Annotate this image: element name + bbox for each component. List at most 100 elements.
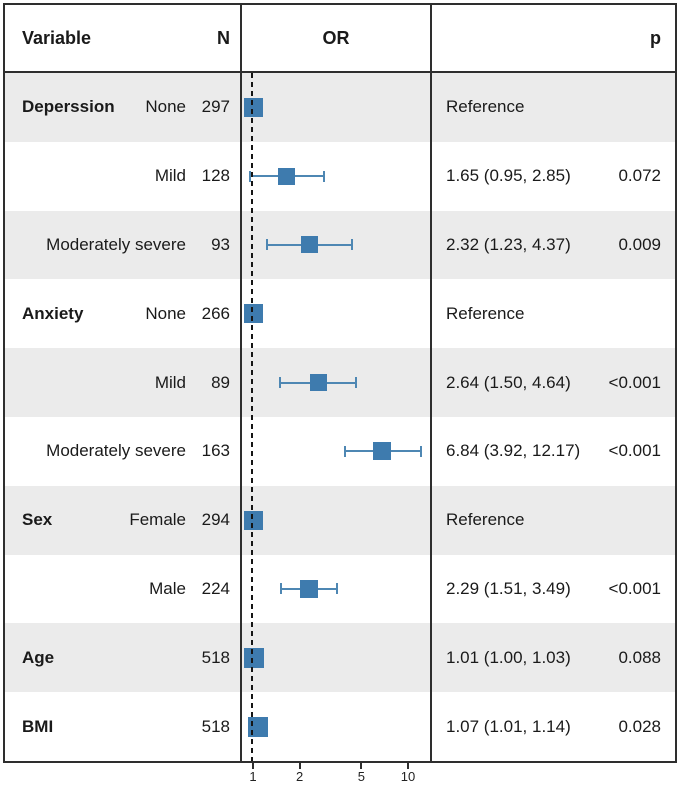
or-plot-cell (242, 348, 432, 417)
row-n-value: 163 (201, 441, 230, 461)
table-row: Mild 128 1.65 (0.95, 2.85) 0.072 (5, 141, 675, 211)
or-ci-label: 2.32 (1.23, 4.37) (446, 234, 571, 254)
or-ci-label: 1.01 (1.00, 1.03) (446, 647, 571, 667)
ci-cap-right (322, 170, 325, 182)
or-ci-label: Reference (446, 97, 525, 117)
or-plot-cell (242, 73, 432, 142)
estimate-cell: 2.64 (1.50, 4.64) <0.001 (432, 348, 675, 417)
row-label-cell: Moderately severe 93 (5, 210, 242, 280)
or-ci-label: 1.65 (0.95, 2.85) (446, 166, 571, 186)
header-cell-p: p (432, 5, 675, 71)
column-header-or: OR (322, 27, 350, 48)
row-n-value: 297 (201, 97, 230, 117)
or-box (309, 374, 327, 392)
estimate-cell: 6.84 (3.92, 12.17) <0.001 (432, 417, 675, 486)
row-n-value: 294 (201, 510, 230, 530)
or-plot-cell (242, 554, 432, 624)
ci-cap-right (420, 445, 423, 457)
or-box (243, 510, 263, 530)
row-category-label: Male (149, 578, 186, 598)
or-plot-cell (242, 141, 432, 211)
row-variable-label: Sex (22, 510, 53, 530)
ci-cap-left (343, 445, 346, 457)
row-variable-label: Age (22, 647, 55, 667)
estimate-cell: 1.01 (1.00, 1.03) 0.088 (432, 623, 675, 692)
row-label-cell: Mild 128 (5, 141, 242, 211)
ci-cap-right (355, 377, 358, 389)
row-category-label: Moderately severe (46, 441, 186, 461)
row-label-cell: Male 224 (5, 554, 242, 624)
axis-tick (298, 763, 301, 769)
or-ci-label: 2.29 (1.51, 3.49) (446, 578, 571, 598)
p-value: 0.009 (618, 234, 661, 254)
estimate-cell: 2.32 (1.23, 4.37) 0.009 (432, 211, 675, 280)
ci-cap-left (248, 170, 251, 182)
or-box (301, 236, 319, 254)
row-n-value: 128 (201, 166, 230, 186)
row-n-value: 93 (211, 234, 230, 254)
row-category-label: None (145, 97, 186, 117)
table-row: Male 224 2.29 (1.51, 3.49) <0.001 (5, 554, 675, 624)
row-label-cell: Mild 89 (5, 348, 242, 417)
p-value: 0.088 (618, 647, 661, 667)
row-label-cell: Sex Female 294 (5, 485, 242, 555)
row-variable-label: Anxiety (22, 303, 84, 323)
table-rows-container: Deperssion None 297 Reference Mild 128 1.65 (0… (5, 73, 675, 761)
plot-frame: Variable N OR p Deperssion None 297 Referen… (3, 3, 677, 763)
or-plot-cell (242, 416, 432, 486)
row-category-label: Mild (154, 372, 186, 392)
ci-cap-right (351, 239, 354, 251)
estimate-cell: Reference (432, 279, 675, 348)
table-row: Mild 89 2.64 (1.50, 4.64) <0.001 (5, 348, 675, 417)
row-category-label: None (145, 303, 186, 323)
table-row: Anxiety None 266 Reference (5, 279, 675, 349)
table-row: Sex Female 294 Reference (5, 485, 675, 555)
p-value: 0.028 (618, 716, 661, 736)
column-header-n: N (217, 27, 230, 48)
or-box (278, 167, 296, 185)
estimate-cell: 1.65 (0.95, 2.85) 0.072 (432, 142, 675, 211)
estimate-cell: Reference (432, 73, 675, 142)
axis-tick-label: 10 (400, 769, 416, 784)
axis-tick (360, 763, 363, 769)
axis-tick (252, 763, 254, 769)
ci-cap-left (265, 239, 268, 251)
table-row: Moderately severe 163 6.84 (3.92, 12.17) <0… (5, 416, 675, 486)
row-label-cell: Anxiety None 266 (5, 279, 242, 349)
axis-tick-label: 1 (249, 769, 257, 784)
table-row: BMI 518 1.07 (1.01, 1.14) 0.028 (5, 692, 675, 761)
row-label-cell: Moderately severe 163 (5, 416, 242, 486)
estimate-cell: 2.29 (1.51, 3.49) <0.001 (432, 555, 675, 624)
axis-tick (407, 763, 409, 769)
or-ci-label: 1.07 (1.01, 1.14) (446, 716, 571, 736)
table-row: Deperssion None 297 Reference (5, 73, 675, 142)
or-box (373, 442, 392, 461)
or-box (243, 304, 263, 324)
or-box (243, 97, 263, 117)
or-plot-cell (242, 623, 432, 693)
p-value: <0.001 (608, 441, 661, 461)
estimate-cell: Reference (432, 486, 675, 555)
row-label-cell: Deperssion None 297 (5, 73, 242, 142)
axis-tick-label: 2 (296, 769, 304, 784)
p-value: <0.001 (608, 578, 661, 598)
row-n-value: 224 (201, 578, 230, 598)
or-box (299, 579, 318, 598)
reference-dashed-line (251, 73, 253, 761)
or-ci-label: 2.64 (1.50, 4.64) (446, 372, 571, 392)
row-n-value: 266 (201, 303, 230, 323)
column-header-variable: Variable (22, 27, 92, 48)
or-box (243, 647, 264, 668)
or-ci-label: Reference (446, 510, 525, 530)
or-plot-cell (242, 692, 432, 761)
row-category-label: Female (129, 510, 186, 530)
column-header-p: p (650, 27, 661, 48)
or-plot-cell (242, 485, 432, 555)
estimate-cell: 1.07 (1.01, 1.14) 0.028 (432, 692, 675, 761)
axis-tick-label: 5 (357, 769, 365, 784)
table-header-row: Variable N OR p (5, 5, 675, 73)
row-n-value: 518 (201, 716, 230, 736)
row-label-cell: BMI 518 (5, 692, 242, 761)
table-row: Age 518 1.01 (1.00, 1.03) 0.088 (5, 623, 675, 693)
